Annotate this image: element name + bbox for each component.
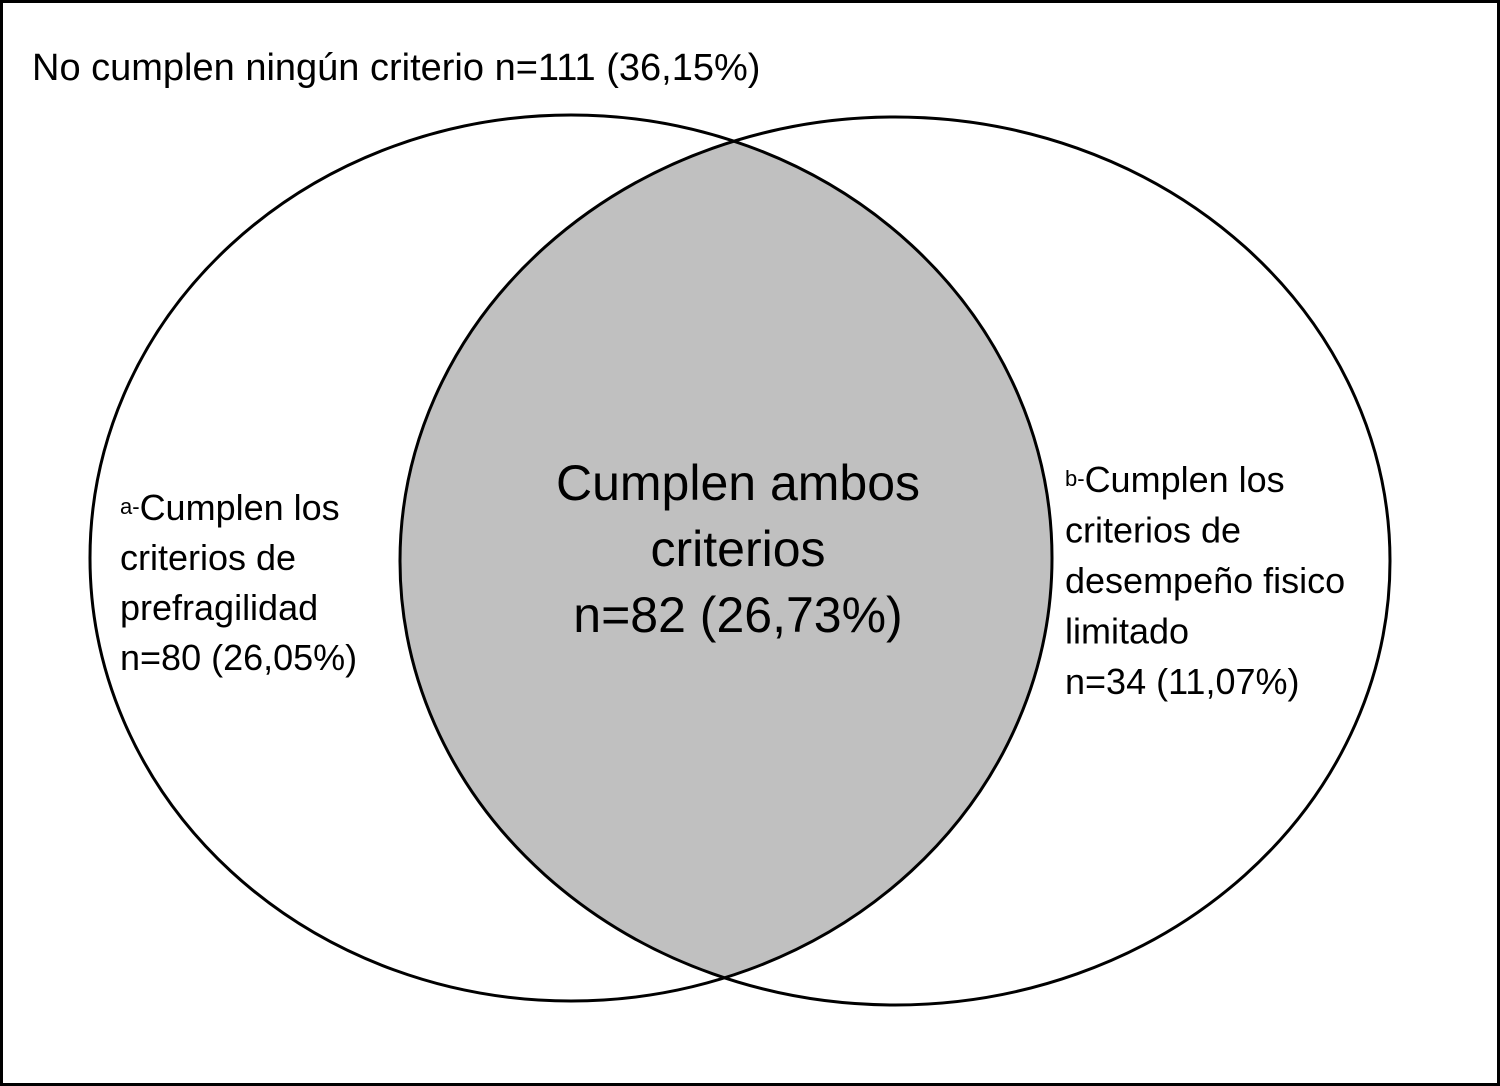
set-label-line: n=80 (26,05%) xyxy=(120,637,357,678)
set-label-line: criterios de xyxy=(1065,510,1241,551)
outside-label: No cumplen ningún criterio n=111 (36,15%… xyxy=(32,47,760,89)
intersection-label: Cumplen ambos xyxy=(556,455,920,511)
set-label-line: a-Cumplen los xyxy=(120,487,340,528)
set-label-text: Cumplen los xyxy=(1085,459,1285,500)
set-label-text: Cumplen los xyxy=(140,487,340,528)
set-label-line: n=34 (11,07%) xyxy=(1065,661,1300,702)
set-label-line: desempeño fisico xyxy=(1065,560,1345,601)
intersection-label: criterios xyxy=(650,521,825,577)
set-label-text: desempeño fisico xyxy=(1065,560,1345,601)
set-label-line: b-Cumplen los xyxy=(1065,459,1285,500)
intersection-label: n=82 (26,73%) xyxy=(573,587,902,643)
intersection-area xyxy=(400,117,1052,1001)
right-set xyxy=(398,115,1392,1007)
set-marker: a- xyxy=(120,494,140,519)
set-label-text: prefragilidad xyxy=(120,587,318,628)
set-marker: b- xyxy=(1065,466,1085,491)
set-label-text: criterios de xyxy=(120,537,296,578)
left-set xyxy=(88,113,1054,1003)
set-label-text: n=80 (26,05%) xyxy=(120,637,357,678)
set-label-text: criterios de xyxy=(1065,510,1241,551)
set-label-line: limitado xyxy=(1065,611,1189,652)
set-label-line: criterios de xyxy=(120,537,296,578)
set-label-text: n=34 (11,07%) xyxy=(1065,661,1300,702)
set-label-text: limitado xyxy=(1065,611,1189,652)
set-label-line: prefragilidad xyxy=(120,587,318,628)
